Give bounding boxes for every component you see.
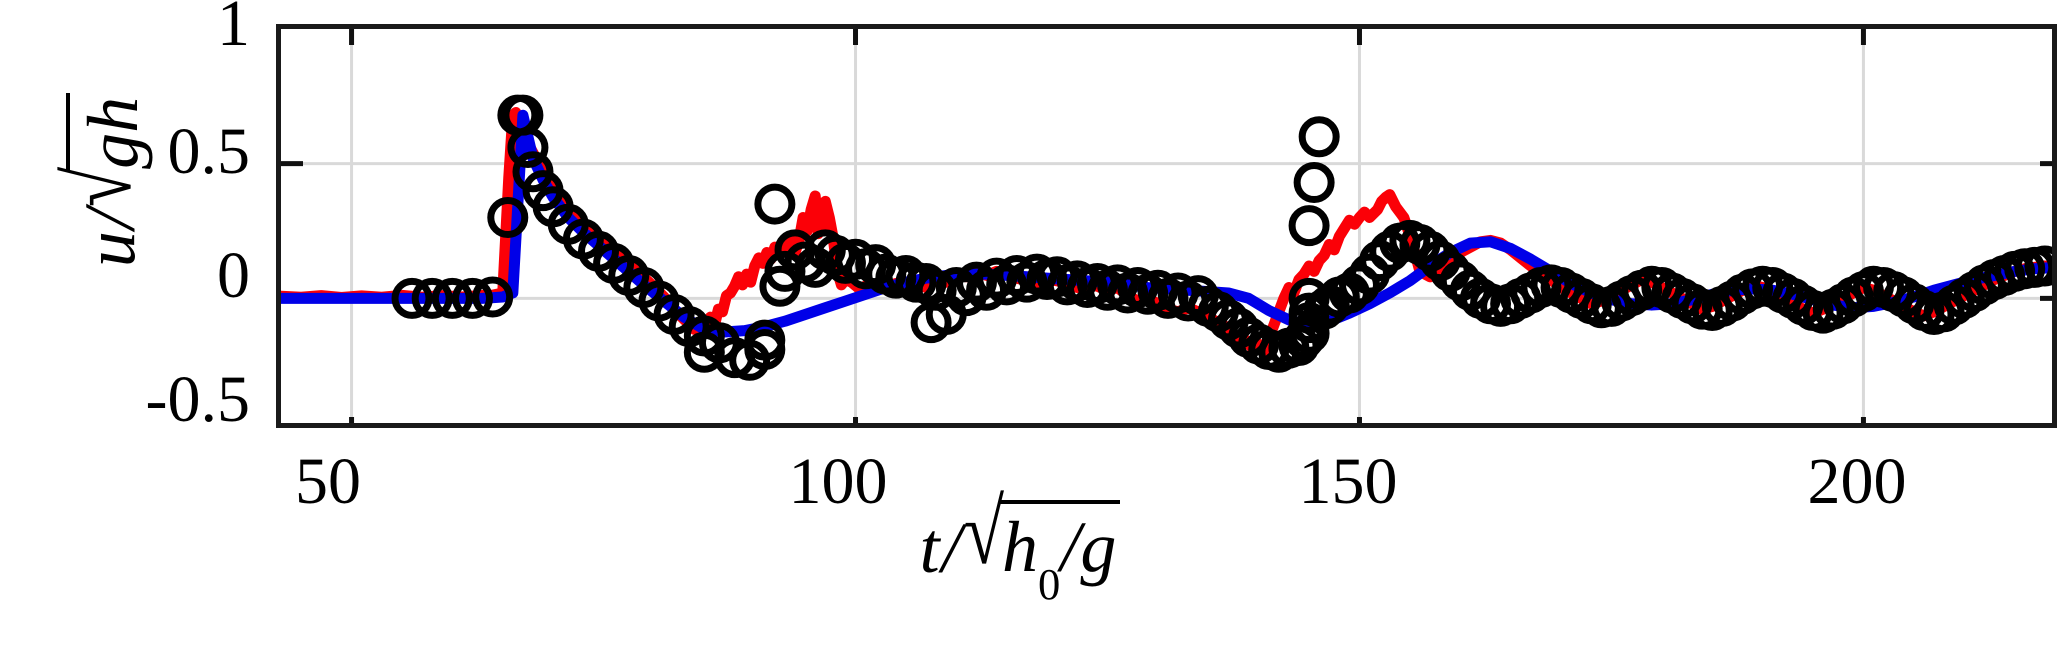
- y-tick-label-0point5: 0.5: [167, 115, 251, 188]
- data-series: [281, 94, 2052, 381]
- y-tick-label-minus0point5: -0.5: [145, 363, 250, 436]
- x-tick-label-100: 100: [788, 445, 888, 518]
- x-tick-label-50: 50: [295, 445, 361, 518]
- x-axis-radicand-subscript: 0: [1038, 558, 1061, 609]
- x-axis-slash: /: [941, 508, 962, 589]
- x-axis-label: t / √ h0/g: [760, 486, 1280, 609]
- observation-markers: [391, 94, 2052, 381]
- radical-icon: √: [963, 481, 1004, 583]
- chart-canvas: [281, 29, 2052, 423]
- tick-marks: [281, 29, 2052, 423]
- x-axis-sqrt: √ h0/g: [964, 486, 1121, 609]
- y-tick-label-0: 0: [217, 239, 250, 312]
- x-axis-radicand: h0/g: [1000, 500, 1121, 609]
- x-tick-label-150: 150: [1298, 445, 1398, 518]
- x-axis-radicand-g: g: [1080, 507, 1117, 587]
- grid-lines: [281, 29, 2052, 423]
- y-tick-label-1: 1: [217, 0, 250, 60]
- x-axis-radicand-slash: /: [1060, 507, 1081, 587]
- x-tick-label-200: 200: [1807, 445, 1907, 518]
- y-axis-slash: /: [69, 209, 150, 230]
- plot-area: [276, 24, 2057, 428]
- x-axis-radicand-h: h: [1002, 507, 1038, 587]
- x-axis-numerator: t: [919, 508, 940, 589]
